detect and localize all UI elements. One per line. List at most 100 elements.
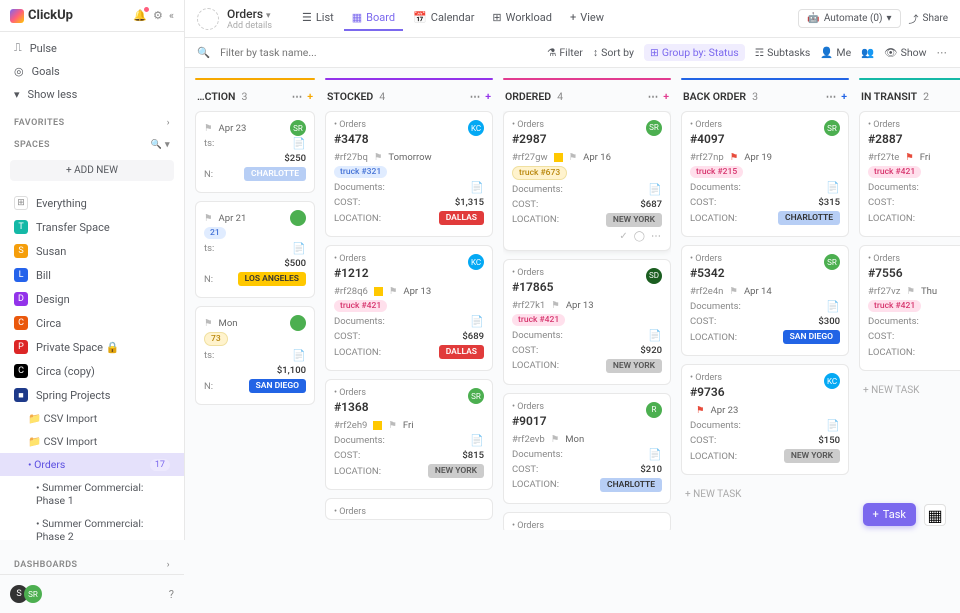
automate-button[interactable]: 🤖 Automate (0) ▾ [798, 9, 900, 28]
space-item[interactable]: CCirca [0, 311, 184, 335]
me-button[interactable]: 👤 Me [820, 46, 851, 59]
flag-icon[interactable]: ⚑ [551, 434, 560, 445]
tag[interactable]: truck #673 [512, 166, 567, 180]
flag-icon[interactable]: ⚑ [569, 152, 578, 163]
doc-icon[interactable]: 📄 [470, 434, 484, 447]
task-card[interactable]: • Orders [325, 498, 493, 520]
new-task-link[interactable]: + NEW TASK [859, 379, 960, 402]
complete-icon[interactable]: ✓ [619, 231, 627, 242]
assign-icon[interactable]: ◯ [634, 231, 645, 242]
search-icon[interactable]: 🔍 [197, 46, 210, 59]
search-input[interactable] [220, 46, 360, 59]
column-more-icon[interactable]: ⋯ [648, 90, 660, 103]
column-more-icon[interactable]: ⋯ [826, 90, 838, 103]
doc-icon[interactable]: 📄 [292, 242, 306, 255]
space-item[interactable]: ⊞Everything [0, 191, 184, 215]
column-add-icon[interactable]: + [307, 90, 313, 103]
view-calendar[interactable]: 📅 Calendar [405, 6, 482, 31]
folder-item[interactable]: 📁 CSV Import [0, 407, 184, 430]
flag-icon[interactable]: ⚑ [551, 300, 560, 311]
column-add-icon[interactable]: + [841, 90, 847, 103]
new-task-link[interactable]: + NEW TASK [681, 483, 849, 506]
favorites-header[interactable]: FAVORITES› [0, 110, 184, 132]
view-board[interactable]: ▦ Board [344, 6, 403, 31]
group-by-button[interactable]: ⊞ Group by: Status [644, 44, 745, 61]
assignee-avatar[interactable]: SR [468, 388, 484, 404]
view-add[interactable]: + View [562, 6, 612, 31]
task-card[interactable]: KC • Orders #9736 ⚑ Apr 23 Documents:📄 C… [681, 364, 849, 475]
flag-icon[interactable]: ⚑ [204, 123, 213, 134]
space-item[interactable]: PPrivate Space 🔒 [0, 335, 184, 359]
doc-icon[interactable]: 📄 [292, 137, 306, 150]
flag-icon[interactable]: ⚑ [729, 286, 738, 297]
help-icon[interactable]: ? [169, 588, 174, 601]
assignee-avatar[interactable]: KC [468, 254, 484, 270]
doc-icon[interactable]: 📄 [470, 315, 484, 328]
doc-icon[interactable]: 📄 [648, 448, 662, 461]
task-card[interactable]: • Orders [503, 512, 671, 530]
view-list[interactable]: ☰ List [294, 6, 342, 31]
assignee-avatar[interactable]: SR [824, 120, 840, 136]
task-card[interactable]: KC • Orders #1212 #rf28q6 ⚑ Apr 13 truck… [325, 245, 493, 371]
space-item[interactable]: CCirca (copy) [0, 359, 184, 383]
settings-icon[interactable]: ⚙ [153, 9, 163, 22]
tag[interactable]: 21 [204, 227, 226, 239]
doc-icon[interactable]: 📄 [292, 349, 306, 362]
task-card[interactable]: SR ⚑ Apr 23 ts:📄 $250 N:CHARLOTTE [195, 111, 315, 193]
list-orders[interactable]: • Orders17 [0, 453, 184, 476]
flag-icon[interactable]: ⚑ [388, 420, 397, 431]
task-card[interactable]: • Orders #7556 #rf27vz ⚑ Thu truck #421 … [859, 245, 960, 371]
card-more-icon[interactable]: ⋯ [651, 231, 662, 242]
apps-fab[interactable]: ▦ [924, 504, 946, 526]
task-card[interactable]: SR • Orders #1368 #rf2eh9 ⚑ Fri Document… [325, 379, 493, 490]
flag-icon[interactable]: ⚑ [204, 213, 213, 224]
space-item[interactable]: ■Spring Projects [0, 383, 184, 407]
spaces-header[interactable]: SPACES🔍 ▾ [0, 132, 184, 154]
nav-pulse[interactable]: ⎍ Pulse [0, 36, 184, 60]
subtasks-button[interactable]: ☶ Subtasks [755, 46, 811, 59]
column-more-icon[interactable]: ⋯ [292, 90, 304, 103]
view-workload[interactable]: ⊞ Workload [484, 6, 560, 31]
doc-icon[interactable]: 📄 [648, 329, 662, 342]
task-card[interactable]: ⚑ Mon 73 ts:📄 $1,100 N:SAN DIEGO [195, 306, 315, 405]
share-button[interactable]: ⤴ Share [909, 11, 948, 26]
assignee-avatar[interactable]: KC [824, 373, 840, 389]
flag-icon[interactable]: ⚑ [204, 318, 213, 329]
space-item[interactable]: DDesign [0, 287, 184, 311]
filter-button[interactable]: ⚗ Filter [547, 46, 583, 59]
tag[interactable]: truck #321 [334, 166, 387, 178]
doc-icon[interactable]: 📄 [826, 419, 840, 432]
assignee-avatar[interactable]: SD [646, 268, 662, 284]
tag[interactable]: truck #421 [868, 300, 921, 312]
assignee-avatar[interactable]: KC [468, 120, 484, 136]
space-item[interactable]: SSusan [0, 239, 184, 263]
task-card[interactable]: SR • Orders #5342 #rf2e4n ⚑ Apr 14 Docum… [681, 245, 849, 356]
nav-showless[interactable]: ▾ Show less [0, 83, 184, 106]
task-card[interactable]: SR • Orders #4097 #rf27np ⚑ Apr 19 truck… [681, 111, 849, 237]
task-card[interactable]: KC • Orders #3478 #rf27bq ⚑ Tomorrow tru… [325, 111, 493, 237]
dashboards-header[interactable]: DASHBOARDS› [0, 552, 184, 574]
more-icon[interactable]: ⋯ [937, 46, 949, 59]
tag[interactable]: 73 [204, 332, 228, 346]
doc-icon[interactable]: 📄 [470, 181, 484, 194]
user-avatar[interactable]: SR [24, 585, 42, 603]
assignee-avatar[interactable]: R [646, 402, 662, 418]
logo[interactable]: ClickUp [10, 8, 73, 23]
flag-icon[interactable]: ⚑ [696, 405, 705, 416]
flag-icon[interactable]: ⚑ [905, 152, 914, 163]
tag[interactable]: truck #421 [868, 166, 921, 178]
doc-icon[interactable]: 📄 [826, 300, 840, 313]
assignee-avatar[interactable]: SR [824, 254, 840, 270]
column-add-icon[interactable]: + [485, 90, 491, 103]
new-task-fab[interactable]: + Task [863, 503, 916, 526]
task-card[interactable]: ⚑ Apr 21 21 ts:📄 $500 N:LOS ANGELES [195, 201, 315, 298]
show-button[interactable]: 👁 Show [884, 46, 926, 59]
doc-icon[interactable]: 📄 [648, 183, 662, 196]
assignee-avatar[interactable] [290, 210, 306, 226]
collapse-sidebar-icon[interactable]: « [169, 9, 174, 22]
task-card[interactable]: SD • Orders #17865 #rf27k1 ⚑ Apr 13 truc… [503, 259, 671, 385]
list-item[interactable]: • Summer Commercial: Phase 2 [0, 512, 184, 548]
task-card[interactable]: SR • Orders #2987 #rf27gw ⚑ Apr 16 truck… [503, 111, 671, 251]
tag[interactable]: truck #215 [690, 166, 743, 178]
tag[interactable]: truck #421 [512, 314, 565, 326]
